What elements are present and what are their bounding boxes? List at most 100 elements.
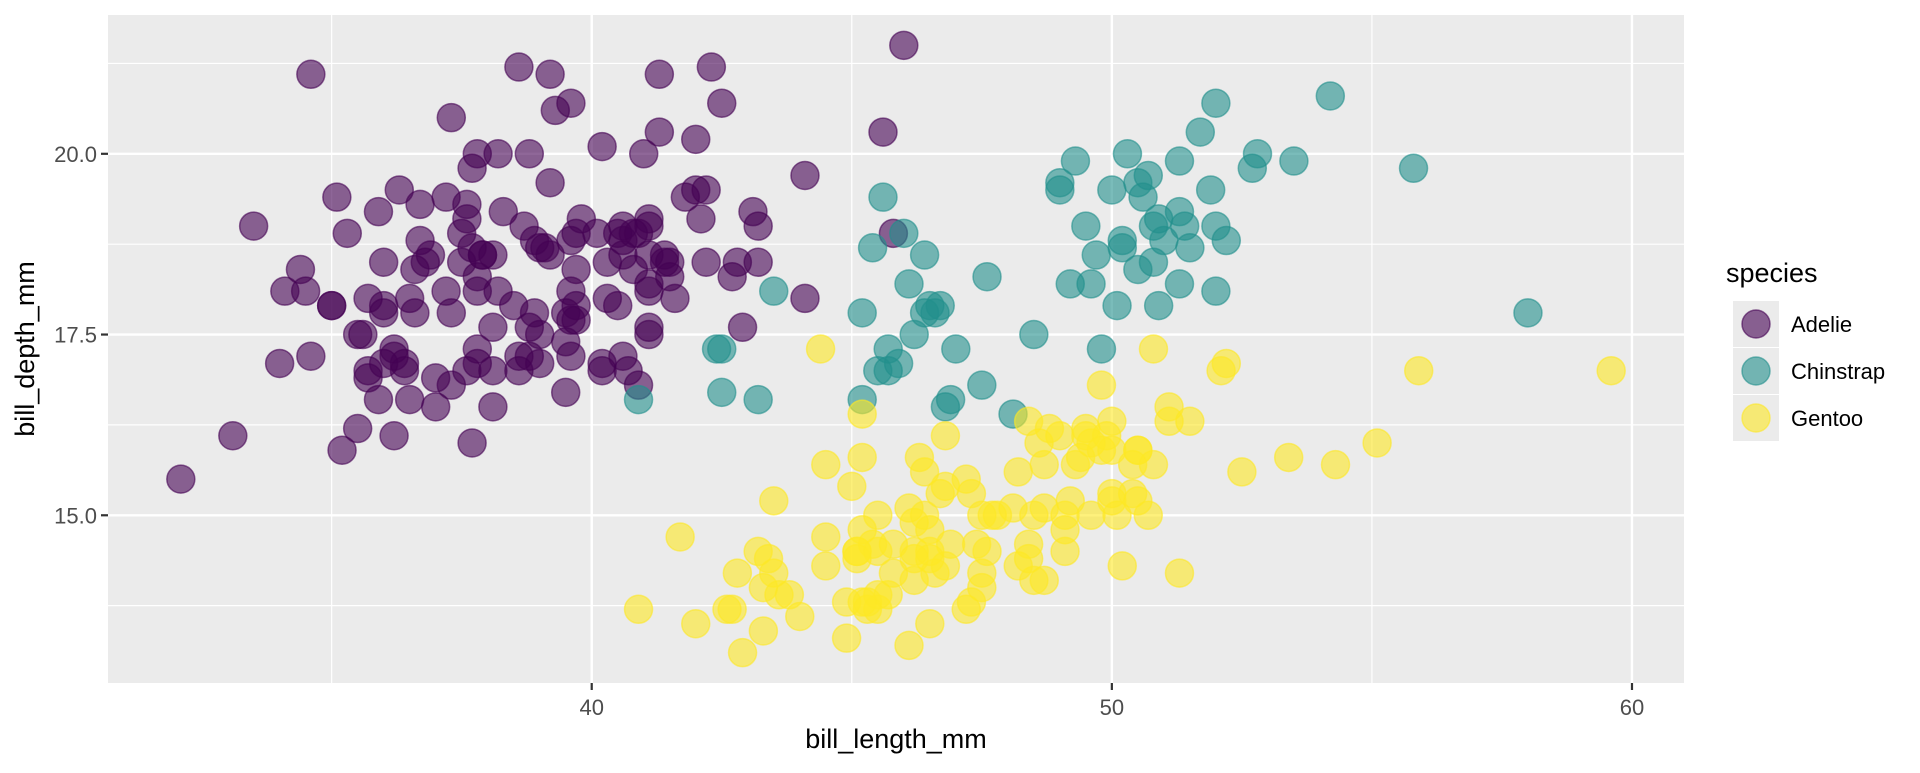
point-adelie: [420, 392, 451, 422]
point-gentoo: [930, 421, 961, 451]
legend-label: Adelie: [1791, 312, 1852, 337]
point-adelie: [707, 88, 737, 118]
legend-label: Gentoo: [1791, 406, 1863, 431]
point-chinstrap: [967, 370, 997, 400]
point-gentoo: [1117, 449, 1148, 480]
point-chinstrap: [1086, 334, 1117, 364]
point-adelie: [488, 196, 519, 227]
point-adelie: [436, 102, 467, 133]
point-adelie: [550, 377, 581, 408]
point-chinstrap: [1081, 240, 1112, 270]
point-adelie: [394, 384, 425, 415]
point-gentoo: [1154, 392, 1184, 422]
point-gentoo: [811, 449, 841, 480]
point-gentoo: [1403, 355, 1434, 386]
point-chinstrap: [1045, 167, 1075, 198]
point-chinstrap: [1107, 233, 1138, 263]
point-adelie: [644, 117, 675, 147]
x-tick-label: 40: [579, 695, 603, 720]
point-chinstrap: [1071, 211, 1101, 241]
point-gentoo: [722, 558, 753, 588]
point-adelie: [457, 428, 487, 458]
point-chinstrap: [889, 218, 919, 249]
point-adelie: [608, 211, 638, 241]
point-gentoo: [1227, 457, 1257, 487]
point-chinstrap: [1279, 146, 1309, 176]
point-gentoo: [909, 500, 940, 531]
axes: 40 50 60 15.0 17.5 20.0: [54, 142, 1644, 720]
point-chinstrap: [868, 182, 898, 212]
point-gentoo: [1102, 500, 1132, 531]
point-gentoo: [811, 522, 841, 552]
point-adelie: [436, 370, 467, 400]
point-gentoo: [1086, 370, 1117, 400]
point-gentoo: [717, 594, 747, 625]
point-adelie: [535, 240, 565, 270]
point-adelie: [602, 290, 633, 321]
point-adelie: [316, 290, 347, 321]
point-adelie: [889, 30, 919, 61]
point-gentoo: [930, 551, 961, 581]
point-adelie: [238, 211, 269, 241]
point-adelie: [738, 196, 768, 227]
point-gentoo: [894, 630, 924, 661]
point-adelie: [691, 175, 721, 205]
point-chinstrap: [1102, 290, 1132, 321]
point-adelie: [457, 153, 487, 184]
point-gentoo: [1003, 457, 1033, 487]
point-gentoo: [1320, 449, 1351, 480]
point-adelie: [446, 247, 477, 277]
point-chinstrap: [743, 384, 773, 415]
point-gentoo: [847, 514, 877, 545]
point-gentoo: [1050, 500, 1080, 531]
point-chinstrap: [857, 233, 888, 263]
point-gentoo: [753, 543, 784, 574]
point-adelie: [613, 355, 643, 386]
point-adelie: [686, 204, 716, 234]
point-gentoo: [748, 616, 779, 646]
point-chinstrap: [1201, 276, 1231, 306]
point-gentoo: [1107, 551, 1138, 581]
point-chinstrap: [1242, 139, 1273, 169]
point-gentoo: [961, 529, 992, 559]
point-adelie: [322, 182, 352, 212]
point-gentoo: [1138, 334, 1169, 364]
legend-key-adelie: [1741, 309, 1771, 339]
point-adelie: [368, 348, 399, 379]
point-gentoo: [1362, 428, 1392, 458]
point-adelie: [644, 59, 675, 90]
point-adelie: [587, 131, 617, 162]
point-gentoo: [909, 457, 940, 487]
point-adelie: [556, 88, 586, 118]
point-gentoo: [967, 500, 997, 531]
point-adelie: [478, 392, 508, 422]
y-tick-label: 20.0: [54, 142, 97, 167]
point-adelie: [696, 52, 727, 82]
point-adelie: [717, 261, 747, 292]
point-adelie: [680, 124, 711, 155]
y-tick-label: 15.0: [54, 503, 97, 528]
y-tick-label: 17.5: [54, 323, 97, 348]
point-gentoo: [899, 565, 929, 596]
point-adelie: [166, 464, 196, 494]
point-gentoo: [1091, 421, 1122, 451]
point-gentoo: [1123, 486, 1153, 516]
point-adelie: [342, 413, 373, 444]
point-gentoo: [665, 522, 695, 552]
point-adelie: [462, 276, 493, 306]
point-chinstrap: [1169, 211, 1200, 241]
point-chinstrap: [1398, 153, 1429, 184]
point-adelie: [478, 312, 508, 343]
point-adelie: [363, 384, 394, 415]
point-chinstrap: [941, 334, 971, 364]
point-chinstrap: [1195, 175, 1226, 205]
legend-key-gentoo: [1741, 403, 1771, 433]
point-chinstrap: [759, 276, 789, 306]
point-chinstrap: [847, 298, 877, 328]
point-adelie: [384, 175, 415, 205]
point-gentoo: [1034, 413, 1065, 444]
point-adelie: [561, 290, 591, 321]
point-adelie: [348, 319, 378, 350]
point-adelie: [654, 247, 685, 277]
point-gentoo: [1273, 442, 1304, 473]
